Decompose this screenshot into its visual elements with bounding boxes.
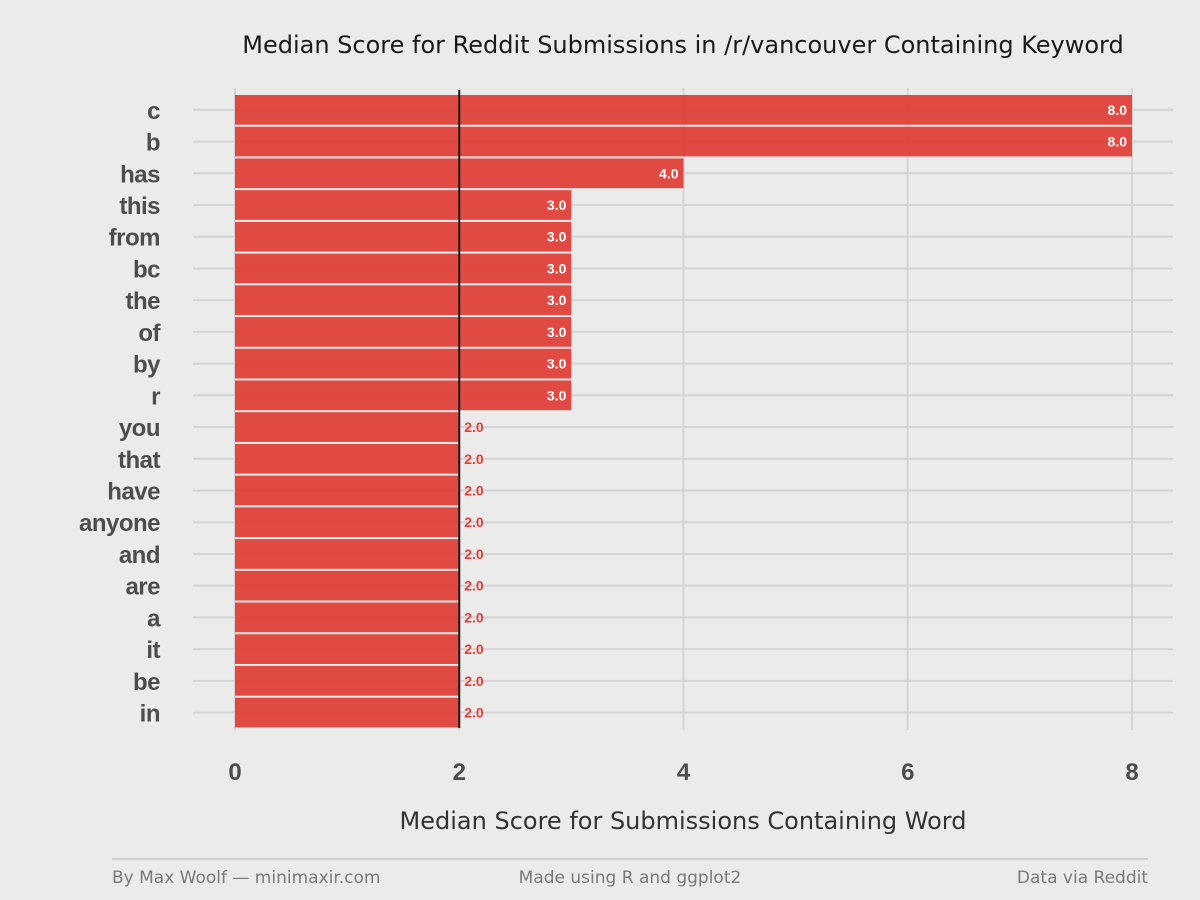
category-label: it xyxy=(146,637,160,664)
bar-value-label: 3.0 xyxy=(547,260,567,276)
bar-value-label: 2.0 xyxy=(464,578,484,594)
bar xyxy=(235,221,572,252)
x-tick-label: 2 xyxy=(453,759,466,786)
category-label: anyone xyxy=(79,510,160,537)
category-label: that xyxy=(118,447,161,474)
bar-value-label: 2.0 xyxy=(464,673,484,689)
x-axis-label: Median Score for Submissions Containing … xyxy=(400,807,967,835)
bar-value-label: 2.0 xyxy=(464,641,484,657)
category-label: of xyxy=(138,320,161,347)
bar-value-label: 2.0 xyxy=(464,546,484,562)
bar-value-label: 2.0 xyxy=(464,514,484,530)
x-tick-label: 4 xyxy=(677,759,691,786)
bar-value-label: 3.0 xyxy=(547,197,567,213)
bar-value-label: 8.0 xyxy=(1108,134,1128,150)
category-label: bc xyxy=(133,256,160,283)
category-label: b xyxy=(146,130,160,157)
bar xyxy=(235,95,1132,125)
category-label: are xyxy=(125,574,160,601)
bar-value-label: 2.0 xyxy=(464,419,484,435)
bar-value-label: 2.0 xyxy=(464,705,484,721)
bar-value-label: 8.0 xyxy=(1108,102,1128,118)
bar xyxy=(235,190,572,220)
bar xyxy=(235,317,572,347)
bar-value-label: 2.0 xyxy=(464,483,484,499)
bar xyxy=(235,634,460,664)
bar xyxy=(235,507,460,538)
footer-credit: By Max Woolf — minimaxir.com xyxy=(112,868,381,888)
bar xyxy=(235,253,572,284)
category-label: you xyxy=(119,415,160,442)
bar xyxy=(235,348,572,379)
bar xyxy=(235,570,460,601)
category-label: and xyxy=(119,542,160,569)
category-label: have xyxy=(107,479,160,506)
category-label: from xyxy=(109,225,160,252)
bar xyxy=(235,539,460,569)
x-tick-label: 0 xyxy=(228,759,241,786)
footer-tool: Made using R and ggplot2 xyxy=(519,868,742,888)
bar-value-label: 3.0 xyxy=(547,324,567,340)
category-label: has xyxy=(120,161,160,188)
x-tick-label: 6 xyxy=(901,759,914,786)
x-axis-ticks: 0 2 4 6 8 xyxy=(228,759,1138,786)
category-label: c xyxy=(147,98,160,125)
bar xyxy=(235,380,572,411)
category-labels: cb has this from bc the of by r you that have anyone… xyxy=(79,98,162,728)
bar xyxy=(235,412,460,442)
bar xyxy=(235,665,460,696)
category-label: by xyxy=(133,352,161,379)
category-label: the xyxy=(126,288,161,315)
bars: 8.0 8.0 4.0 3.0 3.0 3.0 3.0 3.0 3.0 3.0 2.0 2.0 2.0 2… xyxy=(235,95,1132,728)
bar-value-label: 4.0 xyxy=(659,165,679,181)
bar xyxy=(235,697,460,728)
category-label: this xyxy=(119,193,160,220)
x-tick-label: 8 xyxy=(1125,759,1138,786)
bar-value-label: 2.0 xyxy=(464,451,484,467)
category-label: be xyxy=(133,669,160,696)
bar-value-label: 3.0 xyxy=(547,356,567,372)
bar-value-label: 3.0 xyxy=(547,292,567,308)
bar-value-label: 2.0 xyxy=(464,609,484,625)
bar xyxy=(235,475,460,506)
chart-title: Median Score for Reddit Submissions in /… xyxy=(242,31,1123,59)
bar xyxy=(235,443,460,474)
bar xyxy=(235,602,460,633)
bar-value-label: 3.0 xyxy=(547,229,567,245)
bar xyxy=(235,285,572,316)
category-label: r xyxy=(151,383,160,410)
bar-value-label: 3.0 xyxy=(547,387,567,403)
footer-source: Data via Reddit xyxy=(1017,868,1148,888)
category-label: a xyxy=(147,605,161,632)
bar xyxy=(235,126,1132,157)
category-label: in xyxy=(140,701,160,728)
